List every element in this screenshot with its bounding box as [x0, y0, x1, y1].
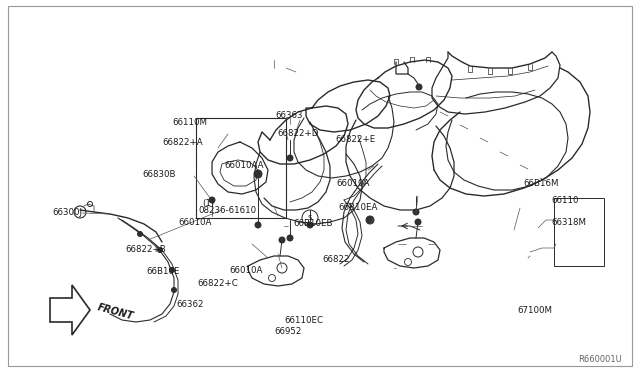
Circle shape	[209, 197, 215, 203]
Bar	[196, 118, 286, 218]
Text: 66B10EA: 66B10EA	[338, 203, 378, 212]
Circle shape	[170, 267, 175, 273]
Text: 66822+D: 66822+D	[278, 129, 319, 138]
Text: 66010AA: 66010AA	[224, 161, 264, 170]
Text: 66110EC: 66110EC	[285, 316, 324, 325]
Text: FRONT: FRONT	[96, 302, 134, 322]
Text: 66822+C: 66822+C	[197, 279, 238, 288]
Text: 66822: 66822	[323, 255, 350, 264]
Text: 66300J: 66300J	[52, 208, 83, 217]
Circle shape	[172, 288, 177, 292]
Text: 66362: 66362	[176, 300, 204, 309]
Circle shape	[413, 209, 419, 215]
Circle shape	[307, 222, 313, 228]
Text: 66363: 66363	[275, 111, 303, 120]
Text: 66B16M: 66B16M	[524, 179, 559, 187]
Text: 66B10EB: 66B10EB	[293, 219, 333, 228]
Circle shape	[287, 155, 293, 161]
Circle shape	[255, 222, 261, 228]
Text: 66010A: 66010A	[337, 179, 370, 187]
Text: S: S	[308, 215, 312, 221]
Text: 08236-61610: 08236-61610	[198, 206, 257, 215]
Circle shape	[416, 84, 422, 90]
Circle shape	[287, 235, 293, 241]
Text: 66010A: 66010A	[229, 266, 262, 275]
Circle shape	[157, 247, 163, 253]
Bar	[554, 198, 604, 266]
Text: 66110: 66110	[552, 196, 579, 205]
Circle shape	[254, 170, 262, 178]
Text: 66822+E: 66822+E	[335, 135, 376, 144]
Text: 66822+A: 66822+A	[163, 138, 203, 147]
Circle shape	[138, 231, 143, 237]
Circle shape	[415, 219, 421, 225]
Text: 66822+B: 66822+B	[125, 246, 166, 254]
Text: (1): (1)	[202, 199, 214, 208]
Text: 66830B: 66830B	[142, 170, 175, 179]
Text: 66B10E: 66B10E	[146, 267, 179, 276]
Text: 66010A: 66010A	[178, 218, 211, 227]
Text: 66318M: 66318M	[552, 218, 587, 227]
Text: 66110M: 66110M	[173, 118, 208, 127]
Text: 67100M: 67100M	[517, 307, 552, 315]
Circle shape	[279, 237, 285, 243]
Text: R660001U: R660001U	[579, 356, 622, 365]
Circle shape	[366, 216, 374, 224]
Text: 66952: 66952	[274, 327, 301, 336]
